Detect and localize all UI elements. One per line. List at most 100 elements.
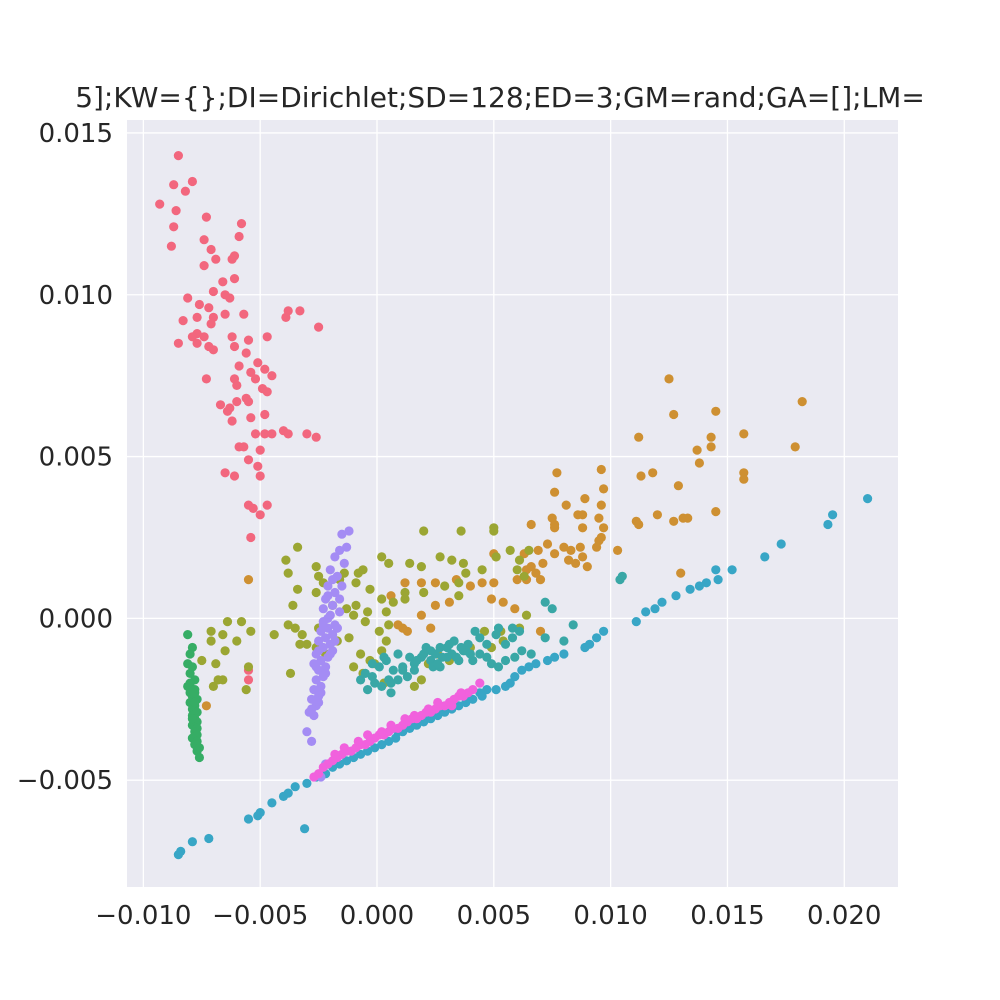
data-point [321, 668, 331, 679]
data-point [440, 581, 450, 591]
data-point [505, 545, 515, 556]
data-point [222, 617, 233, 627]
x-tick-label: 0.020 [807, 901, 881, 931]
data-point [323, 591, 333, 601]
data-point [592, 633, 602, 643]
data-point [416, 675, 426, 685]
data-point [260, 409, 270, 420]
data-point [323, 613, 333, 624]
data-point [486, 594, 497, 604]
data-point [185, 668, 195, 679]
data-point [863, 494, 873, 504]
data-point [262, 500, 272, 510]
data-point [386, 688, 396, 698]
data-point [381, 655, 391, 666]
data-point [243, 675, 254, 685]
data-point [246, 413, 256, 423]
x-tick-label: −0.010 [95, 901, 191, 931]
data-point [510, 672, 520, 682]
data-point [374, 626, 384, 636]
data-point [713, 575, 723, 585]
data-point [192, 338, 202, 348]
data-point [405, 652, 415, 662]
data-point [409, 681, 419, 692]
data-point [236, 219, 247, 229]
data-point [475, 678, 485, 688]
data-point [447, 555, 457, 565]
data-point [311, 587, 321, 598]
data-point [243, 335, 254, 345]
data-point [309, 685, 319, 695]
data-point [307, 736, 317, 747]
data-point [241, 685, 251, 695]
data-point [183, 630, 193, 640]
data-point [374, 662, 384, 672]
data-point [302, 429, 312, 439]
data-point [409, 665, 419, 675]
data-point [493, 662, 504, 672]
data-point [599, 484, 609, 494]
data-point [318, 620, 328, 630]
data-point [288, 600, 298, 611]
data-point [377, 727, 387, 737]
y-tick-label: 0.010 [39, 281, 113, 311]
data-point [344, 633, 354, 643]
data-point [360, 668, 370, 679]
data-point [260, 364, 270, 374]
data-point [220, 309, 230, 319]
data-point [470, 626, 480, 636]
data-point [208, 286, 218, 297]
data-point [531, 568, 541, 578]
x-axis-ticks: −0.010 −0.005 0.000 0.005 0.010 0.015 0.020 [95, 901, 881, 931]
data-point [739, 429, 749, 439]
data-point [402, 672, 412, 682]
data-point [246, 532, 256, 543]
x-tick-label: 0.005 [457, 901, 531, 931]
data-point [540, 597, 550, 607]
data-point [479, 626, 490, 636]
data-point [246, 367, 256, 377]
data-point [416, 578, 426, 588]
data-point [311, 675, 321, 685]
grid-lines [127, 120, 898, 887]
data-point [255, 445, 265, 455]
data-point [669, 409, 679, 420]
data-point [458, 558, 468, 569]
data-point [510, 652, 520, 662]
data-point [332, 623, 342, 633]
data-point [304, 707, 314, 717]
data-point [363, 730, 373, 740]
data-point [517, 665, 527, 675]
data-point [185, 649, 195, 659]
data-point [416, 610, 426, 620]
data-points [155, 151, 873, 860]
data-point [582, 562, 592, 572]
data-point [482, 639, 492, 649]
data-point [342, 756, 352, 766]
data-point [227, 416, 237, 426]
data-point [316, 655, 326, 666]
data-point [243, 575, 254, 585]
data-point [187, 176, 197, 187]
data-point [283, 429, 293, 439]
data-point [229, 471, 240, 481]
data-point [512, 565, 522, 575]
data-point [641, 607, 651, 617]
data-point [353, 736, 363, 747]
data-point [384, 558, 394, 569]
data-point [491, 552, 501, 562]
data-point [386, 678, 396, 688]
data-point [559, 649, 569, 659]
data-point [596, 500, 606, 510]
data-point [267, 371, 277, 381]
data-point [550, 523, 560, 533]
data-point [477, 578, 487, 588]
data-point [575, 542, 585, 552]
data-point [201, 212, 211, 222]
data-point [475, 633, 485, 643]
data-point [222, 406, 233, 416]
data-point [328, 600, 338, 611]
data-point [267, 429, 277, 439]
data-point [243, 662, 254, 672]
series-4 [183, 630, 204, 763]
